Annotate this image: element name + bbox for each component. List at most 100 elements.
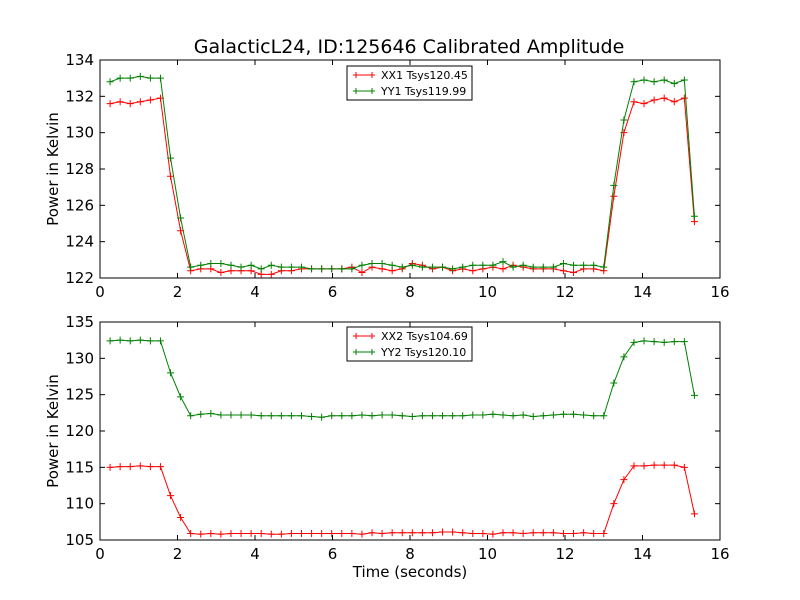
data-point <box>670 338 678 346</box>
data-point <box>197 261 205 269</box>
chart-title: GalacticL24, ID:125646 Calibrated Amplit… <box>194 36 625 58</box>
data-point <box>106 337 114 345</box>
data-point <box>167 369 175 377</box>
data-point <box>267 530 275 538</box>
data-point <box>519 261 527 269</box>
data-point <box>116 463 124 471</box>
data-point <box>328 529 336 537</box>
data-point <box>358 530 366 538</box>
data-point <box>277 412 285 420</box>
data-point <box>177 393 185 401</box>
data-point <box>267 412 275 420</box>
data-point <box>358 269 366 277</box>
data-point <box>690 212 698 220</box>
bottom-panel: 0 2 4 6 8 10 12 14 16 105 110 115 120 125 130 135 Power … <box>44 313 730 581</box>
data-point <box>378 259 386 267</box>
legend-box <box>346 326 473 362</box>
x-tick-label: 10 <box>478 545 497 563</box>
data-point <box>237 263 245 271</box>
data-point <box>630 462 638 470</box>
data-point <box>348 529 356 537</box>
legend: XX1 Tsys120.45 YY1 Tsys119.99 <box>346 65 473 101</box>
data-point <box>549 411 557 419</box>
data-point <box>257 412 265 420</box>
data-point <box>328 265 336 273</box>
data-point <box>640 100 648 108</box>
legend-entry: XX2 Tsys104.69 <box>381 330 468 343</box>
data-point <box>590 412 598 420</box>
data-point <box>318 413 326 421</box>
data-point <box>418 263 426 271</box>
y-tick-label: 135 <box>65 313 94 331</box>
data-point <box>670 461 678 469</box>
data-point <box>126 100 134 108</box>
data-point <box>680 338 688 346</box>
x-tick-label: 10 <box>478 283 497 301</box>
data-point <box>338 265 346 273</box>
data-point <box>469 529 477 537</box>
data-point <box>630 98 638 106</box>
data-point <box>459 263 467 271</box>
data-point <box>630 78 638 86</box>
x-axis-label: Time (seconds) <box>352 563 468 581</box>
data-point <box>600 263 608 271</box>
y-tick-label: 134 <box>65 51 94 69</box>
y-tick-label: 122 <box>65 269 94 287</box>
data-point <box>509 263 517 271</box>
legend-entry: YY2 Tsys120.10 <box>380 346 466 359</box>
data-point <box>146 74 154 82</box>
data-point <box>398 412 406 420</box>
data-point <box>187 263 195 271</box>
data-point <box>318 529 326 537</box>
data-point <box>358 411 366 419</box>
data-point <box>439 528 447 536</box>
data-point <box>338 412 346 420</box>
data-point <box>489 530 497 538</box>
data-point <box>529 412 537 420</box>
data-point <box>630 338 638 346</box>
data-point <box>499 265 507 273</box>
data-point <box>539 529 547 537</box>
legend: XX2 Tsys104.69 YY2 Tsys120.10 <box>346 326 473 362</box>
x-tick-label: 12 <box>555 545 574 563</box>
data-point <box>559 529 567 537</box>
data-point <box>388 261 396 269</box>
data-point <box>136 336 144 344</box>
legend-marker <box>353 72 359 78</box>
data-point <box>610 500 618 508</box>
x-tick-label: 0 <box>95 545 105 563</box>
data-point <box>590 261 598 269</box>
data-point <box>338 529 346 537</box>
data-point <box>247 529 255 537</box>
data-point <box>580 261 588 269</box>
y-axis-label: Power in Kelvin <box>44 112 62 226</box>
y-tick-label: 110 <box>65 495 94 513</box>
data-point <box>277 530 285 538</box>
data-point <box>217 530 225 538</box>
data-point <box>227 529 235 537</box>
data-point <box>439 263 447 271</box>
data-point <box>529 263 537 271</box>
data-point <box>136 72 144 80</box>
data-point <box>519 529 527 537</box>
data-point <box>348 265 356 273</box>
data-point <box>247 261 255 269</box>
data-point <box>559 267 567 275</box>
data-point <box>116 336 124 344</box>
data-point <box>660 461 668 469</box>
data-point <box>680 76 688 84</box>
data-point <box>418 529 426 537</box>
y-tick-label: 132 <box>65 87 94 105</box>
data-point <box>227 411 235 419</box>
data-point <box>479 261 487 269</box>
data-point <box>408 412 416 420</box>
data-point <box>650 96 658 104</box>
legend-marker <box>369 349 375 355</box>
data-point <box>207 529 215 537</box>
data-point <box>187 529 195 537</box>
data-point <box>479 529 487 537</box>
data-point <box>197 410 205 418</box>
data-point <box>469 411 477 419</box>
data-point <box>177 513 185 521</box>
